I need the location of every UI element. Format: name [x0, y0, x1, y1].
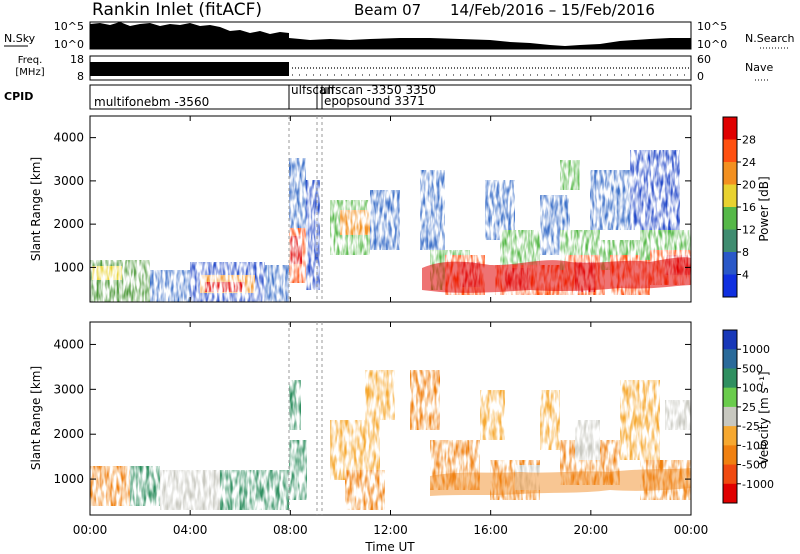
velocity-colorbar-swatch-0 [723, 330, 737, 350]
noise-strip [89, 21, 692, 50]
velocity-colorbar-ticklabel-4: -25 [742, 420, 760, 433]
xtick-label-4: 16:00 [473, 523, 508, 537]
freq-label: Freq. [18, 55, 43, 66]
power-colorbar-swatch-6 [723, 252, 737, 275]
cpid-label: CPID [4, 90, 33, 103]
nave-label: Nave [745, 61, 773, 74]
velocity-ytick-label-3: 4000 [53, 337, 84, 351]
velocity-colorbar: 1000 500 100 25 -25 -100 -500 -1000 [722, 329, 774, 504]
velocity-ytick-label-1: 2000 [53, 427, 84, 441]
velocity-colorbar-ticklabel-7: -1000 [742, 478, 774, 491]
nave-tick-high: 60 [697, 53, 711, 66]
power-colorbar-swatch-4 [723, 207, 737, 230]
velocity-ytick-label-0: 1000 [53, 472, 84, 486]
power-colorbar-swatch-0 [723, 117, 737, 140]
nave-tick-low: 0 [697, 70, 704, 83]
noise-tick-left-high: 10^5 [54, 20, 84, 33]
xtick-label-5: 20:00 [574, 523, 609, 537]
power-colorbar-swatch-2 [723, 162, 737, 185]
xtick-label-0: 00:00 [73, 523, 108, 537]
velocity-ylabel: Slant Range [km] [29, 366, 43, 470]
velocity-colorbar-swatch-7 [723, 464, 737, 485]
power-ytick-label-1: 2000 [53, 217, 84, 231]
power-colorbar-ticklabel-0: 28 [742, 134, 756, 147]
xtick-label-3: 12:00 [373, 523, 408, 537]
velocity-colorbar-ticklabel-1: 500 [742, 362, 763, 375]
cpid-strip [89, 84, 692, 110]
cpid-label-ulfscan-3350: ulfscan -3350 3350 [320, 83, 436, 97]
xtick-label-2: 08:00 [273, 523, 308, 537]
station-title: Rankin Inlet (fitACF) [92, 0, 262, 20]
power-ytick-label-2: 3000 [53, 174, 84, 188]
noise-tick-left-low: 10^0 [54, 38, 84, 51]
freq-tick-high: 18 [70, 53, 84, 66]
freq-strip [89, 55, 692, 81]
power-colorbar-ticklabel-1: 24 [742, 156, 756, 169]
power-colorbar-swatch-3 [723, 184, 737, 208]
power-colorbar: 28 24 20 16 12 8 4 [722, 116, 756, 298]
power-colorbar-swatch-1 [723, 139, 737, 163]
noise-tick-right-high: 10^5 [697, 20, 727, 33]
velocity-colorbar-label: Velocity [m s⁻¹] [757, 371, 771, 464]
power-colorbar-swatch-5 [723, 229, 737, 253]
velocity-scatter [90, 370, 691, 510]
power-panel: 1000 2000 3000 4000 [53, 115, 692, 303]
velocity-colorbar-ticklabel-3: 25 [742, 401, 756, 414]
beam-label: Beam 07 [354, 1, 421, 19]
power-colorbar-ticklabel-3: 16 [742, 201, 756, 214]
noise-tick-right-low: 10^0 [697, 38, 727, 51]
velocity-colorbar-swatch-4 [723, 406, 737, 427]
freq-tick-low: 8 [77, 70, 84, 83]
power-colorbar-ticklabel-2: 20 [742, 179, 756, 192]
velocity-colorbar-ticklabel-0: 1000 [742, 343, 770, 356]
velocity-colorbar-ticklabel-2: 100 [742, 382, 763, 395]
power-colorbar-ticklabel-4: 12 [742, 224, 756, 237]
velocity-colorbar-ticklabel-6: -500 [742, 459, 767, 472]
freq-unit: [MHz] [15, 67, 44, 78]
velocity-panel: 1000 2000 3000 4000 [53, 321, 692, 516]
velocity-ytick-label-2: 3000 [53, 382, 84, 396]
power-colorbar-ticklabel-6: 4 [742, 269, 749, 282]
x-axis-label: Time UT [364, 540, 415, 554]
power-ytick-label-0: 1000 [53, 260, 84, 274]
power-ylabel: Slant Range [km] [29, 157, 43, 261]
velocity-colorbar-swatch-3 [723, 387, 737, 408]
date-range: 14/Feb/2016 – 15/Feb/2016 [450, 1, 655, 19]
xtick-label-6: 00:00 [674, 523, 709, 537]
cpid-label-multifonebm: multifonebm -3560 [94, 95, 209, 109]
cpid-label-epopsound: epopsound 3371 [324, 94, 425, 108]
power-ytick-label-3: 4000 [53, 131, 84, 145]
cpid-label-ulfscan: ulfscan [291, 83, 334, 97]
velocity-colorbar-swatch-5 [723, 426, 737, 446]
velocity-colorbar-swatch-6 [723, 445, 737, 466]
velocity-colorbar-swatch-1 [723, 349, 737, 369]
nsky-label: N.Sky [4, 32, 36, 45]
nsearch-label: N.Search [745, 32, 795, 45]
velocity-colorbar-frame [722, 329, 738, 504]
velocity-colorbar-ticklabel-5: -100 [742, 439, 767, 452]
power-colorbar-ticklabel-5: 8 [742, 246, 749, 259]
velocity-colorbar-swatch-2 [723, 368, 737, 389]
xtick-label-1: 04:00 [173, 523, 208, 537]
power-colorbar-swatch-7 [723, 274, 737, 298]
power-colorbar-label: Power [dB] [757, 176, 771, 241]
velocity-colorbar-swatch-8 [723, 483, 737, 504]
